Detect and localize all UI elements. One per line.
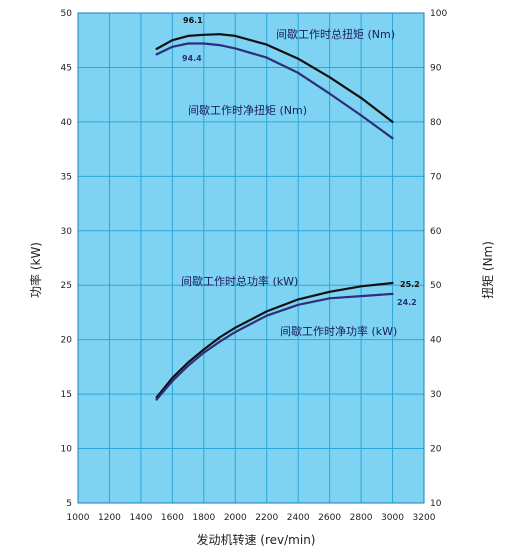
y-left-tick-label: 10 <box>61 445 73 455</box>
x-tick-label: 3200 <box>413 513 436 523</box>
net-torque-label: 间歇工作时净扭矩 (Nm) <box>188 103 307 117</box>
gross-power-curve <box>155 281 394 399</box>
plot-background <box>78 13 424 503</box>
data-label: 96.1 <box>183 16 203 25</box>
y-axis-right-title: 扭矩 (Nm) <box>481 241 495 299</box>
y-left-tick-label: 40 <box>61 118 73 128</box>
y-left-tick-label: 25 <box>61 281 72 291</box>
data-label: 25.2 <box>400 280 420 289</box>
y-right-tick-label: 70 <box>430 172 442 182</box>
y-right-tick-label: 60 <box>430 227 442 237</box>
y-right-tick-label: 10 <box>430 499 442 509</box>
x-tick-label: 2800 <box>350 513 373 523</box>
net-power-label: 间歇工作时净功率 (kW) <box>280 324 397 338</box>
y-right-tick-label: 40 <box>430 336 442 346</box>
x-tick-label: 1000 <box>67 513 90 523</box>
gross-torque-label: 间歇工作时总扭矩 (Nm) <box>276 27 395 41</box>
y-left-tick-label: 15 <box>61 390 72 400</box>
x-tick-label: 1200 <box>98 513 121 523</box>
data-label: 94.4 <box>182 54 202 63</box>
gross-torque-curve <box>155 33 394 124</box>
y-axis-left-title: 功率 (kW) <box>28 242 43 298</box>
y-left-tick-label: 20 <box>61 336 73 346</box>
y-left-tick-label: 35 <box>61 172 72 182</box>
y-right-tick-label: 80 <box>430 118 442 128</box>
curves <box>155 33 394 401</box>
x-tick-label: 3000 <box>381 513 404 523</box>
x-tick-label: 2600 <box>318 513 341 523</box>
x-axis-title: 发动机转速 (rev/min) <box>196 532 315 547</box>
x-tick-label: 1600 <box>161 513 184 523</box>
y-right-tick-label: 100 <box>430 9 447 19</box>
tick-labels: 1000 1200 1400 1600 1800 2000 2200 2400 2600 2800… <box>61 9 448 523</box>
y-right-tick-label: 90 <box>430 63 442 73</box>
y-left-tick-label: 5 <box>66 499 72 509</box>
data-label: 24.2 <box>397 298 417 307</box>
y-left-tick-label: 50 <box>61 9 73 19</box>
x-tick-label: 2000 <box>224 513 247 523</box>
x-tick-label: 2200 <box>255 513 278 523</box>
gross-power-label: 间歇工作时总功率 (kW) <box>181 274 298 288</box>
curve-labels: 间歇工作时总扭矩 (Nm) 间歇工作时净扭矩 (Nm) 间歇工作时总功率 (kW) 间… <box>181 16 420 338</box>
x-tick-label: 1800 <box>192 513 215 523</box>
x-tick-label: 2400 <box>287 513 310 523</box>
y-right-tick-label: 20 <box>430 445 442 455</box>
y-left-tick-label: 45 <box>61 63 72 73</box>
plot-frame <box>77 12 425 504</box>
net-torque-curve <box>155 42 394 140</box>
y-right-tick-label: 50 <box>430 281 442 291</box>
y-right-tick-label: 30 <box>430 390 442 400</box>
x-tick-label: 1400 <box>129 513 152 523</box>
y-left-tick-label: 30 <box>61 227 73 237</box>
net-power-curve <box>155 292 394 401</box>
